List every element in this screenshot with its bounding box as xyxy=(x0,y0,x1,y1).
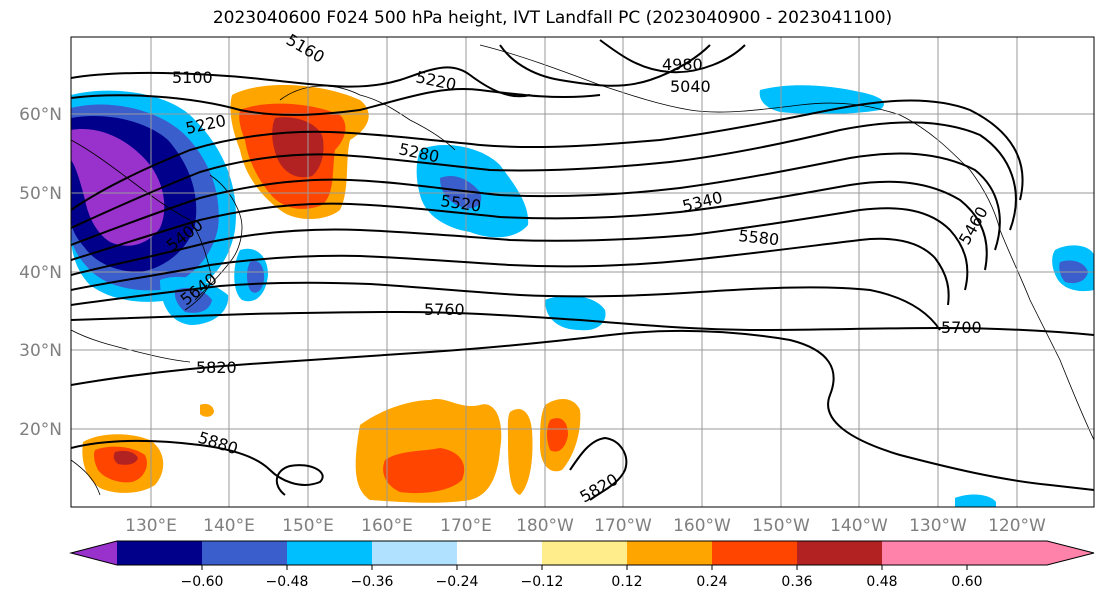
lon-label: 120°W xyxy=(988,516,1046,536)
colorbar-outline xyxy=(69,540,1095,566)
colorbar-tick-label: −0.60 xyxy=(181,574,224,590)
colorbar-tick-label: 0.12 xyxy=(611,574,642,590)
contour-line xyxy=(569,436,628,501)
colorbar-segment xyxy=(967,541,1094,565)
colorbar-tick-label: 0.36 xyxy=(781,574,812,590)
contour-line xyxy=(71,66,531,98)
lon-label: 140°W xyxy=(830,516,888,536)
lat-label: 40°N xyxy=(19,263,62,283)
ivt-positive-south xyxy=(82,398,581,503)
lon-label: 180°W xyxy=(516,516,574,536)
colorbar-segment xyxy=(202,541,287,565)
colorbar-tick-label: 0.60 xyxy=(951,574,982,590)
lon-label: 130°E xyxy=(125,516,177,536)
contour-line xyxy=(71,439,324,496)
lat-label: 60°N xyxy=(19,105,62,125)
lon-label: 160°W xyxy=(673,516,731,536)
contour-line xyxy=(71,329,1094,491)
colorbar-segment xyxy=(627,541,712,565)
colorbar: −0.60 −0.48 −0.36 −0.24 −0.12 0.12 0.24 … xyxy=(69,540,1095,590)
contour-label: 5760 xyxy=(424,300,465,319)
contour-line xyxy=(71,207,969,291)
colorbar-segment xyxy=(372,541,457,565)
plot-frame xyxy=(70,36,1095,508)
colorbar-tick-label: 0.48 xyxy=(866,574,897,590)
contour-label: 5700 xyxy=(941,318,982,337)
contour-label: 5820 xyxy=(196,358,237,377)
latitude-labels: 60°N 50°N 40°N 30°N 20°N xyxy=(19,105,62,440)
colorbar-tick-label: −0.12 xyxy=(521,574,564,590)
contour-line xyxy=(599,39,746,74)
contour-label: 5100 xyxy=(172,68,213,87)
contour-line xyxy=(71,281,941,331)
colorbar-segment xyxy=(882,541,967,565)
lon-label: 150°W xyxy=(752,516,810,536)
colorbar-tick-marks xyxy=(201,565,968,570)
colorbar-tick-label: −0.24 xyxy=(436,574,479,590)
contour-label: 5580 xyxy=(738,226,780,249)
lat-label: 20°N xyxy=(19,420,62,440)
contour-line xyxy=(71,180,988,271)
colorbar-segment xyxy=(712,541,797,565)
lon-label: 170°E xyxy=(440,516,492,536)
colorbar-segment xyxy=(797,541,882,565)
contour-line xyxy=(71,152,1001,251)
longitude-labels: 130°E 140°E 150°E 160°E 170°E 180°W 170°… xyxy=(125,516,1046,536)
lat-label: 50°N xyxy=(19,184,62,204)
colorbar-tick-label: −0.48 xyxy=(266,574,309,590)
lon-label: 140°E xyxy=(203,516,255,536)
colorbar-tick-label: −0.36 xyxy=(351,574,394,590)
contour-line xyxy=(71,237,950,306)
contour-line xyxy=(499,44,711,87)
ivt-negative-west xyxy=(71,90,268,325)
contour-line xyxy=(71,99,1024,211)
lon-label: 170°W xyxy=(594,516,652,536)
contour-line xyxy=(71,88,601,116)
colorbar-tick-label: 0.24 xyxy=(696,574,727,590)
colorbar-segment xyxy=(542,541,627,565)
colorbar-segment xyxy=(457,541,542,565)
lat-label: 30°N xyxy=(19,341,62,361)
contour-label: 4980 xyxy=(662,55,703,74)
lon-label: 160°E xyxy=(361,516,413,536)
height-contours xyxy=(71,39,1094,501)
contour-line xyxy=(71,310,1094,336)
lat-lon-grid xyxy=(71,37,1094,507)
contour-label: 5040 xyxy=(670,77,711,96)
colorbar-segment xyxy=(287,541,372,565)
lon-label: 150°E xyxy=(282,516,334,536)
map-title: 2023040600 F024 500 hPa height, IVT Land… xyxy=(212,8,893,28)
colorbar-segment xyxy=(71,541,117,565)
contour-line xyxy=(71,121,1017,231)
lon-label: 130°W xyxy=(909,516,967,536)
colorbar-segment xyxy=(117,541,202,565)
